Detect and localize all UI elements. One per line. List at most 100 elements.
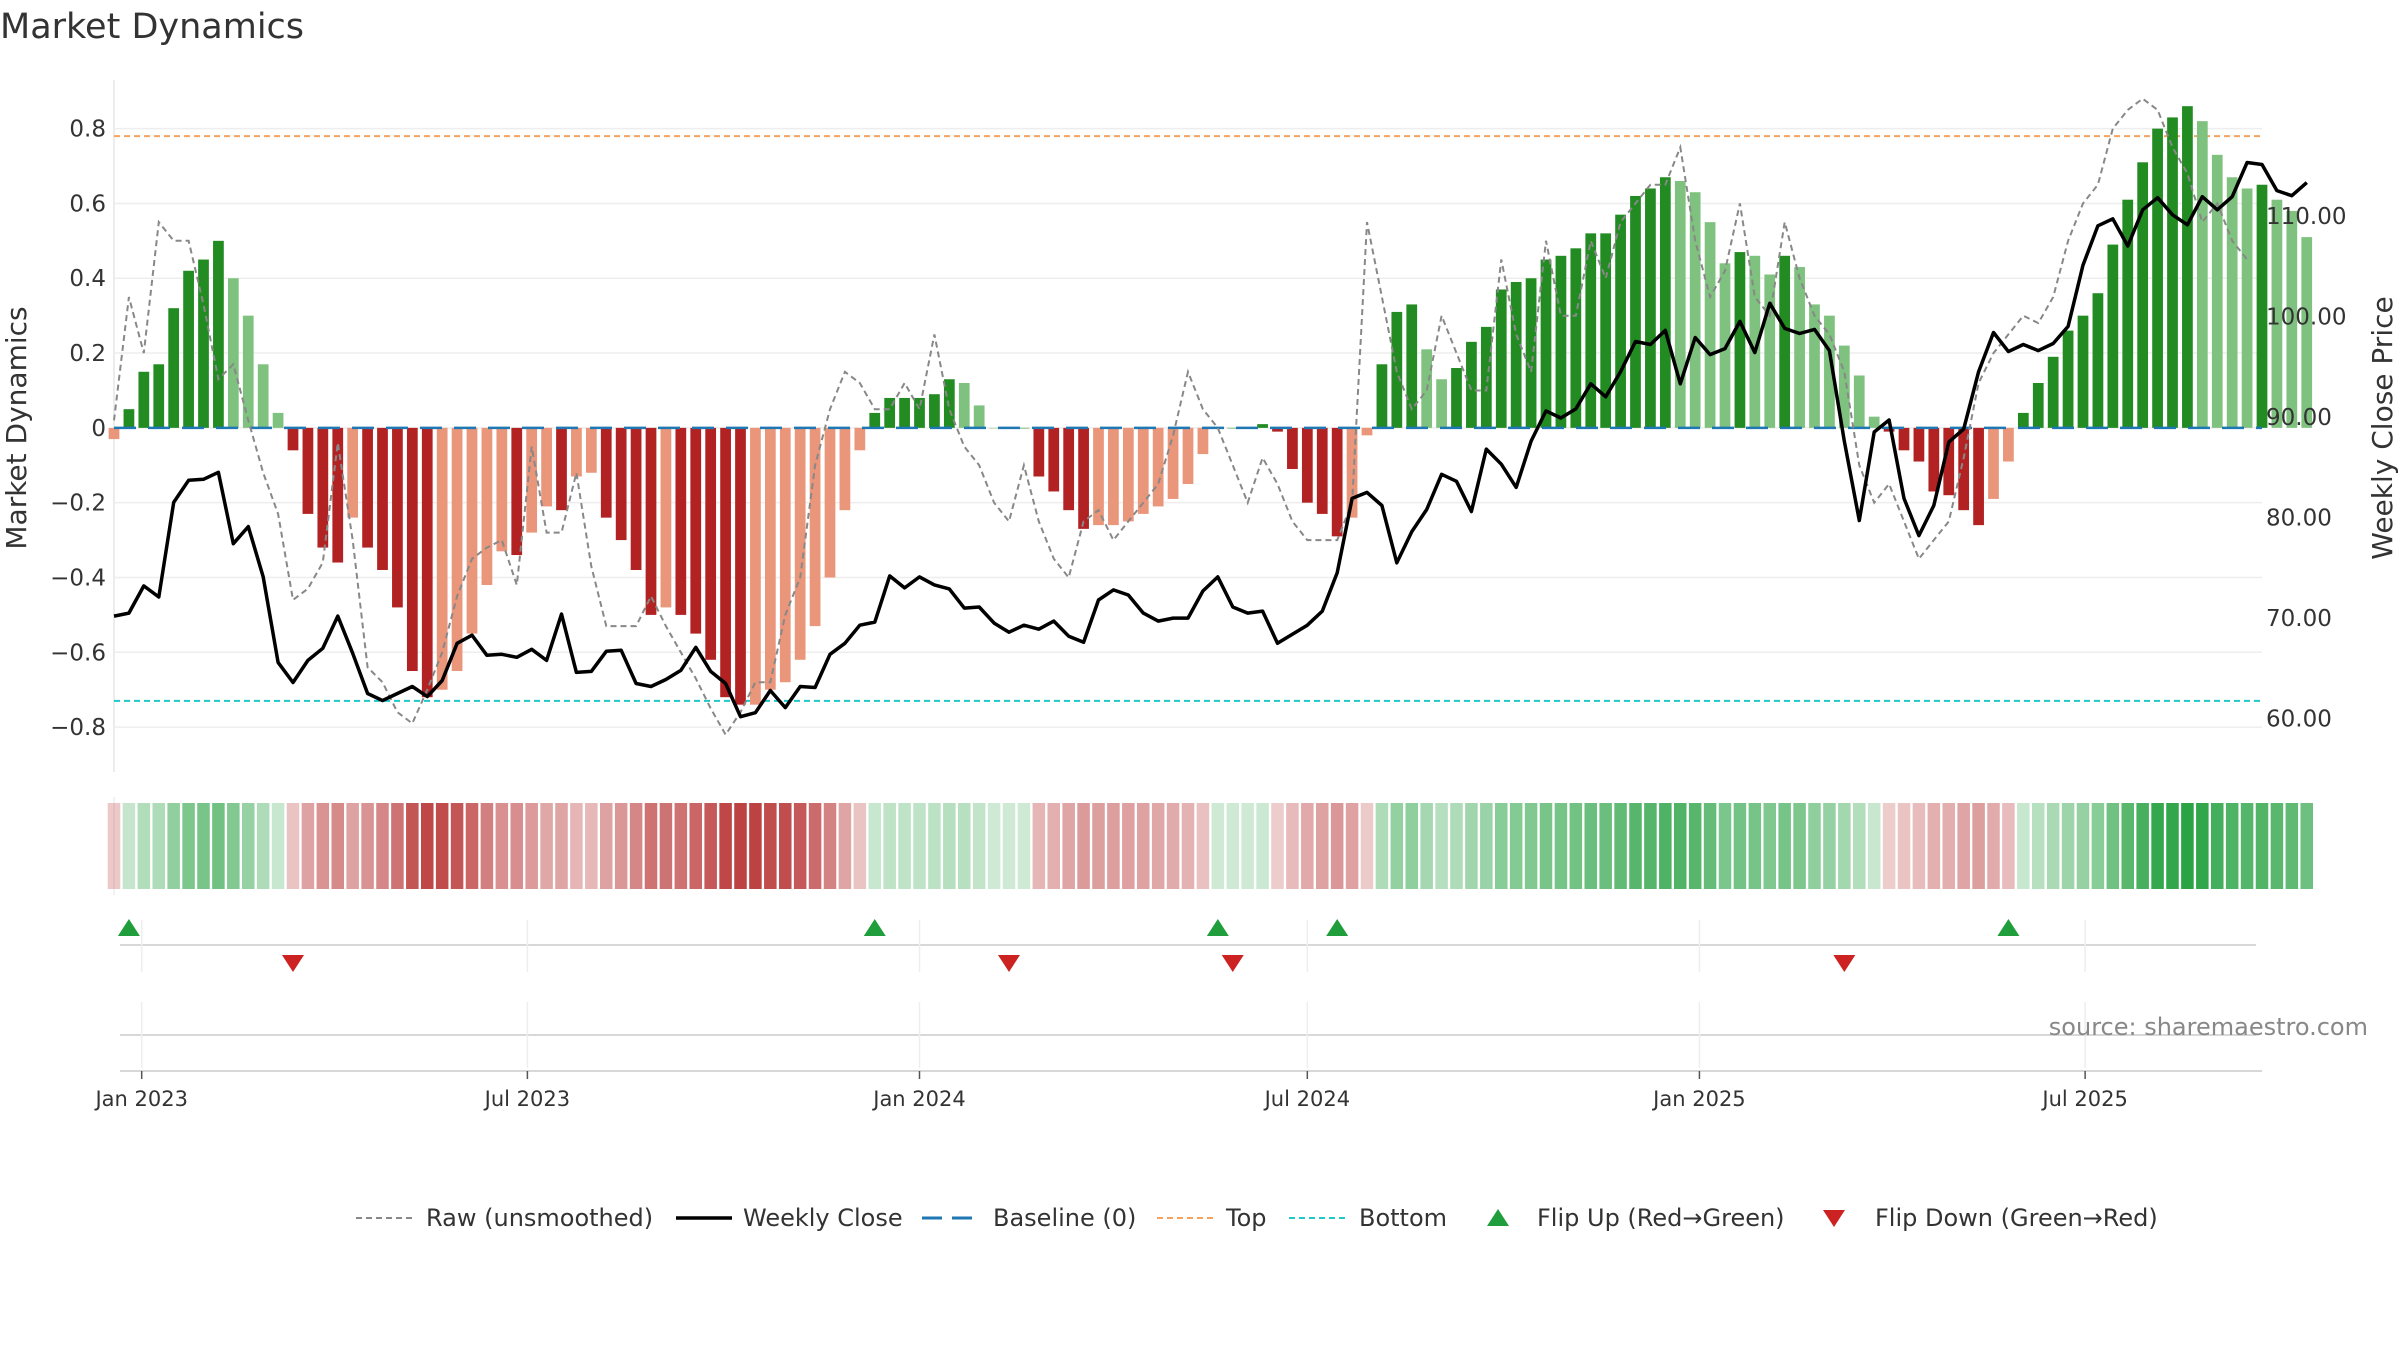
bar bbox=[2256, 184, 2268, 428]
regime-cell bbox=[301, 803, 315, 889]
bar bbox=[1779, 255, 1791, 428]
regime-cell bbox=[1748, 803, 1762, 889]
bar bbox=[183, 270, 194, 428]
bar bbox=[675, 427, 687, 615]
regime-cell bbox=[704, 803, 717, 889]
regime-cell bbox=[212, 803, 225, 889]
bar bbox=[1764, 274, 1776, 428]
regime-cell bbox=[1659, 803, 1672, 889]
bar bbox=[2047, 356, 2059, 428]
regime-cell bbox=[674, 803, 688, 889]
regime-cell bbox=[987, 803, 1001, 889]
legend-label: Bottom bbox=[1359, 1204, 1447, 1232]
bar bbox=[1734, 252, 1746, 428]
regime-cell bbox=[1823, 803, 1836, 889]
bar bbox=[1376, 364, 1388, 428]
legend-label: Raw (unsmoothed) bbox=[426, 1204, 653, 1232]
regime-cell bbox=[1122, 803, 1135, 889]
bar bbox=[1689, 192, 1701, 428]
bar bbox=[1301, 427, 1313, 503]
bar bbox=[2182, 106, 2193, 428]
regime-cell bbox=[525, 803, 538, 889]
bar bbox=[1033, 427, 1045, 477]
regime-cell bbox=[1271, 803, 1284, 889]
regime-cell bbox=[1360, 803, 1374, 889]
bar bbox=[1436, 379, 1447, 428]
bar bbox=[1615, 214, 1626, 428]
regime-cell bbox=[1569, 803, 1583, 889]
regime-cell bbox=[107, 803, 121, 889]
y-tick-label: −0.8 bbox=[50, 715, 106, 741]
flip-down-marker bbox=[1833, 955, 1856, 972]
bar bbox=[2167, 117, 2178, 428]
regime-cell bbox=[1524, 803, 1538, 889]
regime-cell bbox=[1763, 803, 1777, 889]
bar bbox=[2077, 315, 2089, 428]
bar bbox=[1346, 427, 1358, 518]
regime-cell bbox=[1390, 803, 1404, 889]
bar bbox=[1257, 424, 1268, 428]
regime-cell bbox=[2166, 803, 2179, 889]
bar bbox=[2241, 188, 2253, 428]
raw-series-line bbox=[113, 97, 2248, 737]
regime-cell bbox=[1987, 803, 2000, 889]
bar bbox=[1674, 180, 1686, 428]
regime-cell bbox=[1330, 803, 1344, 889]
regime-cell bbox=[1136, 803, 1150, 889]
bar bbox=[720, 427, 731, 698]
regime-cell bbox=[1077, 803, 1090, 889]
bar bbox=[2017, 412, 2029, 428]
bar bbox=[2271, 199, 2283, 428]
bar bbox=[496, 427, 508, 552]
bar bbox=[824, 427, 836, 578]
bar bbox=[287, 427, 299, 451]
regime-cell bbox=[1286, 803, 1299, 889]
regime-cell bbox=[793, 803, 807, 889]
y2-tick-label: 110.00 bbox=[2266, 204, 2346, 230]
y2-tick-label: 90.00 bbox=[2266, 405, 2332, 431]
regime-cell bbox=[2240, 803, 2254, 889]
regime-cell bbox=[1614, 803, 1627, 889]
regime-strip bbox=[107, 797, 2314, 895]
regime-cell bbox=[644, 803, 658, 889]
regime-cell bbox=[2300, 803, 2314, 889]
bar bbox=[1331, 427, 1343, 537]
bar bbox=[1659, 177, 1671, 428]
bar bbox=[869, 412, 881, 428]
regime-cell bbox=[1181, 803, 1195, 889]
regime-cell bbox=[1733, 803, 1747, 889]
regime-cell bbox=[1852, 803, 1866, 889]
regime-cell bbox=[570, 803, 583, 889]
y2-axis-ticks: 110.00 100.00 90.00 80.00 70.00 60.00 bbox=[2266, 204, 2346, 733]
bar bbox=[1585, 233, 1597, 428]
bar bbox=[1510, 281, 1522, 428]
regime-cell bbox=[1301, 803, 1314, 889]
regime-cell bbox=[614, 803, 628, 889]
bar bbox=[1152, 427, 1164, 507]
bar bbox=[1570, 248, 1582, 428]
x-tick-label: Jan 2024 bbox=[871, 1087, 966, 1111]
bar bbox=[1704, 222, 1716, 428]
y2-tick-label: 70.00 bbox=[2266, 606, 2332, 632]
bar bbox=[511, 427, 523, 556]
bar bbox=[973, 405, 985, 428]
bar bbox=[1600, 233, 1612, 428]
flip-up-marker bbox=[1997, 919, 2020, 936]
bar bbox=[541, 427, 552, 507]
reference-lines bbox=[114, 135, 2262, 702]
bar bbox=[556, 427, 567, 511]
bar bbox=[362, 427, 373, 548]
bar bbox=[1227, 427, 1239, 429]
regime-cell bbox=[510, 803, 524, 889]
bar bbox=[347, 427, 359, 518]
regime-cell bbox=[480, 803, 494, 889]
bar bbox=[2226, 177, 2238, 428]
regime-cell bbox=[1718, 803, 1732, 889]
regime-cell bbox=[420, 803, 434, 889]
regime-cell bbox=[2210, 803, 2224, 889]
regime-cell bbox=[1420, 803, 1433, 889]
regime-cell bbox=[435, 803, 449, 889]
bar bbox=[764, 427, 776, 690]
bar bbox=[571, 427, 582, 477]
flip-down-marker bbox=[998, 955, 1020, 972]
